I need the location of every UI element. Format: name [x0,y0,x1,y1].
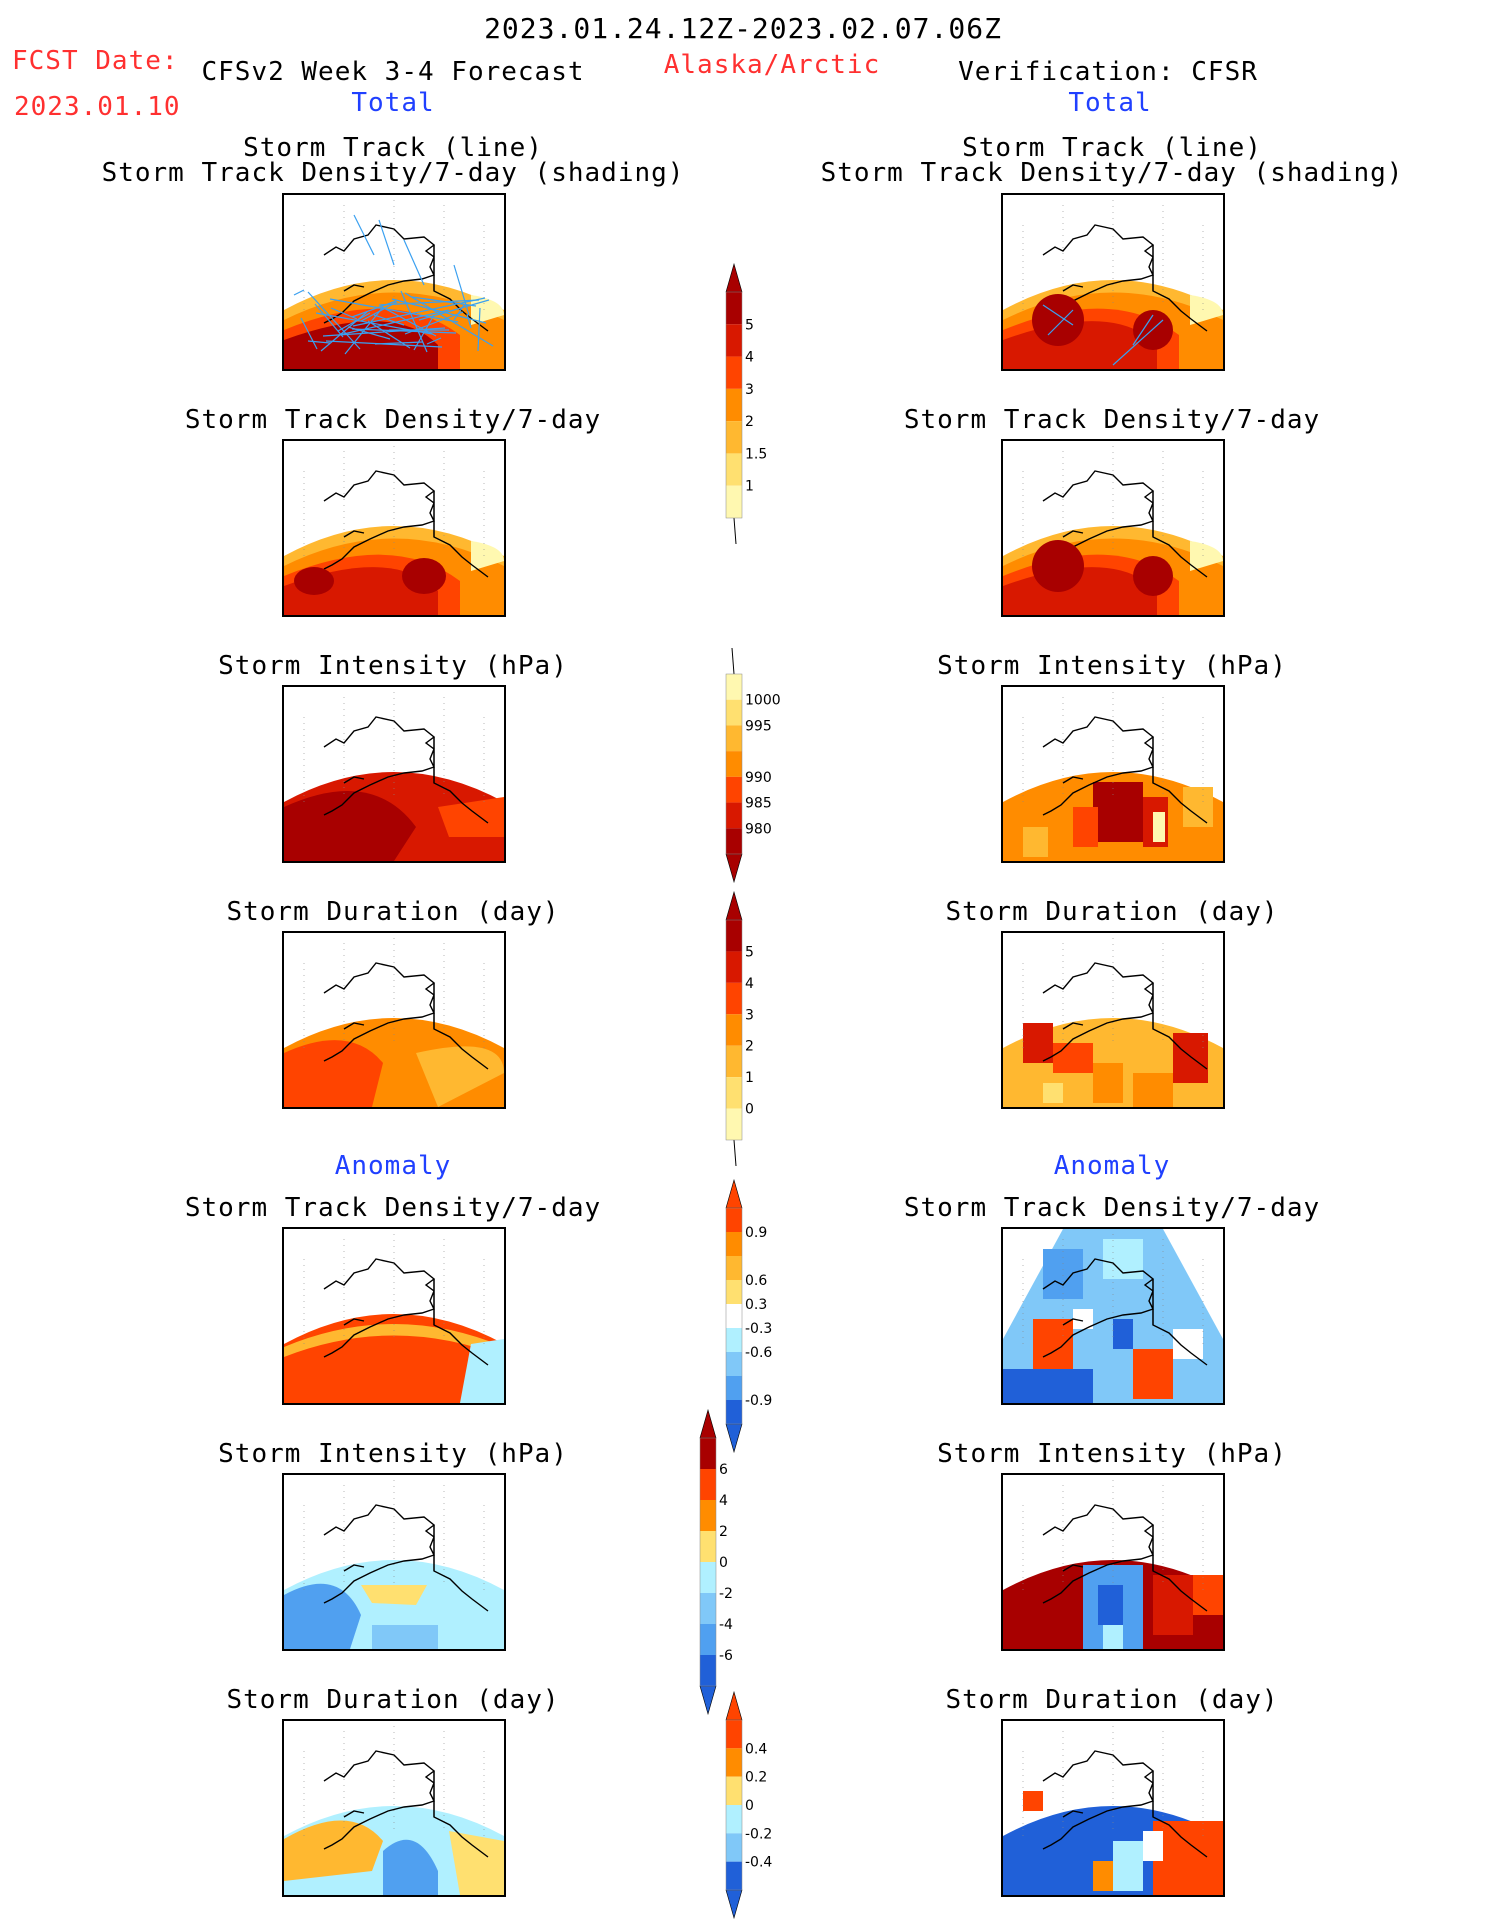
map-left-density [282,439,506,617]
colorbar-intensity-total: 1000 995 990 985 980 [725,647,781,884]
colorbar-tick-label: 2 [745,1039,754,1055]
right-p4-title: Storm Duration (day) [945,897,1279,927]
left-p7-title: Storm Duration (day) [226,1685,560,1715]
colorbar-tick-label: 6 [719,1462,728,1478]
colorbar-tick-label: 985 [745,796,772,812]
fcst-date-value: 2023.01.10 [14,92,181,122]
left-p6-title: Storm Intensity (hPa) [218,1439,568,1469]
colorbar-tick-label: 4 [719,1493,728,1509]
anomaly-label-left: Anomaly [334,1151,452,1181]
colorbar-tick-label: 0.2 [745,1770,767,1786]
period-title: 2023.01.24.12Z-2023.02.07.06Z [484,12,1002,45]
colorbar-duration-anomaly: 0.4 0.2 0 -0.2 -0.4 [725,1690,772,1920]
right-p7-title: Storm Duration (day) [945,1685,1279,1715]
forecast-title: CFSv2 Week 3-4 Forecast [201,57,585,87]
map-right-intensity [1001,685,1225,863]
anomaly-label-right: Anomaly [1053,1151,1171,1181]
verification-title: Verification: CFSR [958,57,1258,87]
colorbar-tick-label: 4 [745,350,754,366]
colorbar-tick-label: 1.5 [745,446,767,462]
right-p3-title: Storm Intensity (hPa) [937,651,1287,681]
map-left-duration-anomaly [282,1719,506,1897]
colorbar-tick-label: 5 [745,317,754,333]
colorbar-tick-label: 0.6 [745,1273,767,1289]
map-right-density [1001,439,1225,617]
map-right-duration [1001,931,1225,1109]
left-p4-title: Storm Duration (day) [226,897,560,927]
colorbar-tick-label: 0.3 [745,1297,767,1313]
colorbar-tick-label: 990 [745,770,772,786]
right-p5-title: Storm Track Density/7-day [903,1193,1321,1223]
map-right-duration-anomaly [1001,1719,1225,1897]
map-left-duration [282,931,506,1109]
colorbar-tick-label: 1000 [745,693,781,709]
map-right-intensity-anomaly [1001,1473,1225,1651]
colorbar-tick-label: 0 [719,1555,728,1571]
colorbar-tick-label: -6 [719,1648,733,1664]
left-p2-title: Storm Track Density/7-day [184,405,602,435]
colorbar-tick-label: 995 [745,718,772,734]
colorbar-tick-label: 1 [745,479,754,495]
region-title: Alaska/Arctic [663,50,881,80]
fcst-date-label: FCST Date: [12,46,179,76]
colorbar-tick-label: -2 [719,1586,733,1602]
colorbar-tick-label: -0.2 [745,1826,772,1842]
colorbar-tick-label: 0 [745,1798,754,1814]
map-left-intensity [282,685,506,863]
colorbar-tick-label: -4 [719,1617,733,1633]
map-right-density-anomaly [1001,1227,1225,1405]
colorbar-density-anomaly: 0.9 0.6 0.3 -0.3 -0.6 -0.9 [725,1178,772,1454]
colorbar-tick-label: 2 [745,414,754,430]
colorbar-tick-label: -0.4 [745,1855,772,1871]
colorbar-tick-label: -0.3 [745,1321,772,1337]
map-left-intensity-anomaly [282,1473,506,1651]
map-left-density-anomaly [282,1227,506,1405]
colorbar-tick-label: 0.9 [745,1225,767,1241]
colorbar-intensity-anomaly: 6 4 2 0 -2 -4 -6 [699,1408,733,1716]
colorbar-tick-label: 980 [745,821,772,837]
map-left-storm-track [282,193,506,371]
colorbar-tick-label: 1 [745,1070,754,1086]
left-p5-title: Storm Track Density/7-day [184,1193,602,1223]
right-p6-title: Storm Intensity (hPa) [937,1439,1287,1469]
colorbar-tick-label: 3 [745,1007,754,1023]
colorbar-density-total: 5 4 3 2 1.5 1 [725,262,767,545]
colorbar-tick-label: 0 [745,1102,754,1118]
map-right-storm-track [1001,193,1225,371]
right-p1-title-line1: Storm Track (line) [962,133,1262,163]
left-p3-title: Storm Intensity (hPa) [218,651,568,681]
colorbar-tick-label: -0.9 [745,1393,772,1409]
right-p1-title-line2: Storm Track Density/7-day (shading) [820,158,1404,188]
total-label-right: Total [1068,88,1152,118]
left-p1-title-line2: Storm Track Density/7-day (shading) [101,158,685,188]
colorbar-tick-label: -0.6 [745,1345,772,1361]
colorbar-tick-label: 4 [745,976,754,992]
right-p2-title: Storm Track Density/7-day [903,405,1321,435]
colorbar-tick-label: 0.4 [745,1741,767,1757]
total-label-left: Total [351,88,435,118]
left-p1-title-line1: Storm Track (line) [243,133,543,163]
colorbar-tick-label: 2 [719,1524,728,1540]
colorbar-duration-total: 5 4 3 2 1 0 [725,890,754,1167]
colorbar-tick-label: 5 [745,944,754,960]
colorbar-tick-label: 3 [745,382,754,398]
